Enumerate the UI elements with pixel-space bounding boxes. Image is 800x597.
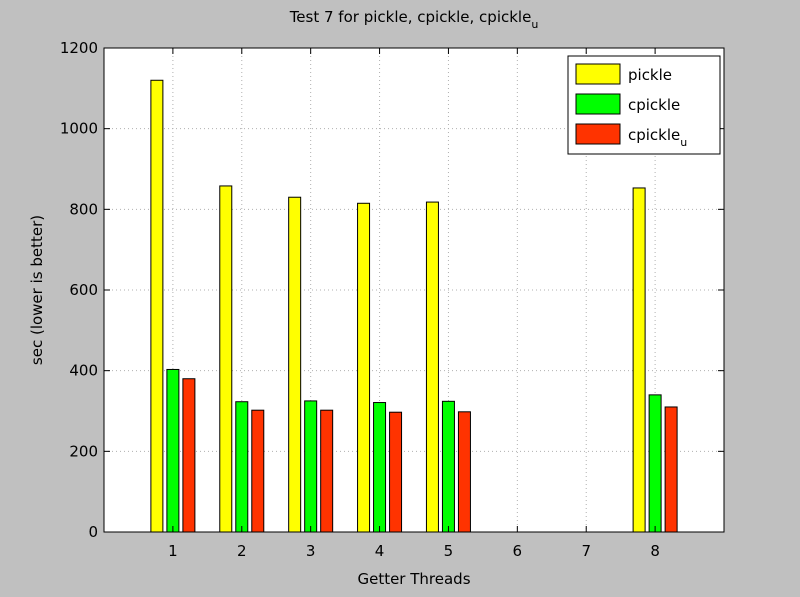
legend-label: pickle (628, 66, 672, 84)
bar-cpickle-u-4 (389, 411, 403, 533)
bar-pickle-2 (219, 185, 233, 533)
bar-pickle-8 (632, 187, 646, 533)
x-tick-label: 3 (306, 542, 316, 560)
bar-cpickle-u-1 (182, 378, 196, 533)
y-axis-label: sec (lower is better) (28, 215, 46, 365)
bar-cpickle-3 (304, 400, 318, 533)
x-tick-label: 7 (581, 542, 591, 560)
y-tick-label: 1000 (60, 120, 98, 138)
bar-cpickle-1 (166, 368, 180, 533)
x-tick-label: 4 (375, 542, 385, 560)
legend-swatch (575, 123, 621, 145)
bar-cpickle-4 (373, 402, 387, 533)
legend-label: cpickle (628, 96, 680, 114)
bar-cpickle-u-3 (320, 409, 334, 533)
bar-cpickle-u-5 (457, 411, 471, 533)
bar-cpickle-u-8 (664, 406, 678, 533)
x-tick-labels: 1 2 3 4 5 6 7 8 (168, 542, 660, 560)
legend-label-subscript: u (680, 136, 687, 149)
bar-cpickle-5 (441, 400, 455, 533)
x-tick-label: 6 (513, 542, 523, 560)
x-tick-label: 1 (168, 542, 178, 560)
bar-pickle-4 (357, 202, 371, 533)
x-tick-label: 8 (650, 542, 660, 560)
y-tick-label: 400 (69, 362, 98, 380)
y-tick-label: 1200 (60, 39, 98, 57)
y-tick-label: 800 (69, 200, 98, 218)
x-axis-label: Getter Threads (357, 570, 470, 588)
y-tick-label: 0 (88, 523, 98, 541)
tick-marks (104, 47, 724, 533)
x-tick-label: 2 (237, 542, 247, 560)
legend: pickle cpickle cpickleu (567, 55, 721, 155)
legend-label: cpickleu (628, 126, 687, 149)
bar-pickle-3 (288, 196, 302, 533)
legend-swatch (575, 63, 621, 85)
title-subscript: u (531, 18, 538, 31)
legend-swatch (575, 93, 621, 115)
chart-title: Test 7 for pickle, cpickle, cpickleu (289, 8, 539, 31)
y-tick-label: 200 (69, 442, 98, 460)
y-tick-label: 600 (69, 281, 98, 299)
bar-pickle-5 (425, 201, 439, 533)
x-tick-label: 5 (444, 542, 454, 560)
y-tick-labels: 0 200 400 600 800 1000 1200 (60, 39, 98, 541)
bar-cpickle-u-2 (251, 409, 265, 533)
bar-cpickle-2 (235, 401, 249, 533)
bar-pickle-1 (150, 79, 164, 533)
bar-cpickle-8 (648, 394, 662, 533)
